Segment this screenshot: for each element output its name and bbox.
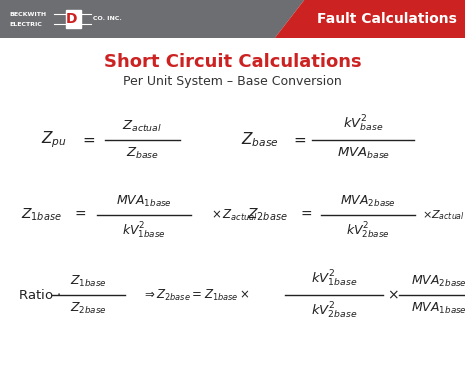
Text: $Z_{1base}$: $Z_{1base}$ xyxy=(21,207,62,223)
Text: Short Circuit Calculations: Short Circuit Calculations xyxy=(104,53,362,71)
Text: $Z_{2base}$: $Z_{2base}$ xyxy=(70,301,107,316)
Text: $Z_{base}$: $Z_{base}$ xyxy=(241,131,279,149)
Bar xyxy=(66,10,82,28)
Text: BECKWITH: BECKWITH xyxy=(10,11,47,16)
Text: $Z_{pu}$: $Z_{pu}$ xyxy=(41,130,67,150)
Text: =: = xyxy=(293,132,306,147)
Text: $MVA_{1base}$: $MVA_{1base}$ xyxy=(116,194,172,209)
Polygon shape xyxy=(275,0,465,38)
Text: $MVA_{1base}$: $MVA_{1base}$ xyxy=(411,301,467,316)
Text: $MVA_{2base}$: $MVA_{2base}$ xyxy=(340,194,396,209)
Text: CO. INC.: CO. INC. xyxy=(93,16,122,22)
Text: $kV^{2}_{2base}$: $kV^{2}_{2base}$ xyxy=(310,301,357,321)
Text: $kV^{2}_{base}$: $kV^{2}_{base}$ xyxy=(343,114,383,134)
Text: =: = xyxy=(301,208,312,222)
Text: $kV^{2}_{1base}$: $kV^{2}_{1base}$ xyxy=(122,221,166,241)
Text: $MVA_{base}$: $MVA_{base}$ xyxy=(337,146,390,161)
Text: $Z_{actual}$: $Z_{actual}$ xyxy=(122,119,162,134)
Text: $Z_{2base}$: $Z_{2base}$ xyxy=(246,207,287,223)
Polygon shape xyxy=(0,0,304,38)
Text: $\Rightarrow Z_{2base} = Z_{1base} \times$: $\Rightarrow Z_{2base} = Z_{1base} \time… xyxy=(142,287,250,303)
Text: $\times$: $\times$ xyxy=(387,288,399,302)
Text: Fault Calculations: Fault Calculations xyxy=(317,12,456,26)
Text: $kV^{2}_{1base}$: $kV^{2}_{1base}$ xyxy=(310,269,357,289)
Text: $MVA_{2base}$: $MVA_{2base}$ xyxy=(411,274,467,289)
Text: $\times Z_{actual}$: $\times Z_{actual}$ xyxy=(422,208,465,222)
Text: ELECTRIC: ELECTRIC xyxy=(10,22,43,26)
Text: Ratio $\cdot$: Ratio $\cdot$ xyxy=(18,288,61,302)
Text: $Z_{base}$: $Z_{base}$ xyxy=(126,146,159,161)
Text: $Z_{1base}$: $Z_{1base}$ xyxy=(70,274,107,289)
Text: =: = xyxy=(82,132,95,147)
Text: =: = xyxy=(75,208,86,222)
Text: $kV^{2}_{2base}$: $kV^{2}_{2base}$ xyxy=(346,221,390,241)
Text: $\times\, Z_{actual}$: $\times\, Z_{actual}$ xyxy=(211,208,258,223)
Text: D: D xyxy=(66,12,77,26)
Text: Per Unit System – Base Conversion: Per Unit System – Base Conversion xyxy=(123,75,342,89)
